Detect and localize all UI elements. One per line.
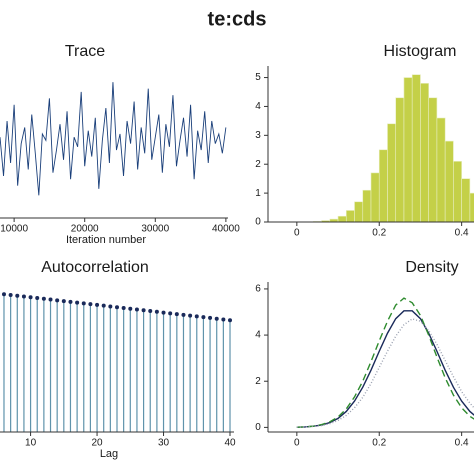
plot-area <box>296 297 474 428</box>
bar <box>345 210 355 222</box>
stem-dot <box>81 301 86 306</box>
bar <box>387 123 397 222</box>
x-tick-label: 30 <box>158 438 170 449</box>
y-tick-label: 3 <box>255 130 261 141</box>
bar <box>362 189 372 222</box>
y-tick-label: 0 <box>255 422 261 433</box>
plot-area <box>0 82 227 196</box>
stem-dot <box>134 307 139 312</box>
stem-dot <box>1 292 6 297</box>
stem-dot <box>88 302 93 307</box>
stem-dot <box>174 312 179 317</box>
stem-dot <box>188 313 193 318</box>
stem-dot <box>68 299 73 304</box>
stem-dot <box>168 311 173 316</box>
panel-title: Density <box>405 259 458 276</box>
stem-dot <box>95 302 100 307</box>
x-axis-label: Iteration number <box>66 234 146 246</box>
stem-dot <box>181 312 186 317</box>
stem-dot <box>214 316 219 321</box>
stem-dot <box>141 308 146 313</box>
stem-dot <box>8 292 13 297</box>
stem-dot <box>61 299 66 304</box>
y-tick-label: 2 <box>255 376 261 387</box>
y-tick-label: 6 <box>255 284 261 295</box>
stem-dot <box>35 296 40 301</box>
line <box>296 297 474 428</box>
stem-dot <box>101 303 106 308</box>
x-tick-label: 0.2 <box>372 438 386 449</box>
x-tick-label: 0 <box>294 228 300 239</box>
panel-title: Histogram <box>384 43 457 60</box>
stem-dot <box>208 315 213 320</box>
stem-dot <box>201 315 206 320</box>
x-tick-label: 0.4 <box>455 438 469 449</box>
stem-dot <box>148 309 153 314</box>
bar <box>411 74 421 222</box>
x-tick-label: 40 <box>224 438 236 449</box>
stem-dot <box>115 305 119 310</box>
bar <box>453 161 462 222</box>
stem-dot <box>194 314 199 319</box>
bar <box>370 172 380 222</box>
bar <box>337 215 347 222</box>
line <box>296 318 474 428</box>
bar <box>469 192 474 222</box>
panel-title: Trace <box>65 43 105 60</box>
y-tick-label: 5 <box>255 72 261 83</box>
y-tick-label: 4 <box>255 101 261 112</box>
stem-dot <box>161 310 166 315</box>
y-tick-label: 1 <box>255 188 261 199</box>
x-tick-label: 10 <box>25 438 37 449</box>
line <box>0 82 227 196</box>
x-tick-label: 0.4 <box>455 228 469 239</box>
stem-dot <box>75 300 80 305</box>
x-tick-label: 40000 <box>212 224 240 235</box>
x-tick-label: 30000 <box>141 224 169 235</box>
bar <box>354 201 364 222</box>
stem-dot <box>55 298 60 303</box>
bar <box>444 140 454 222</box>
stem-dot <box>48 297 53 302</box>
bar <box>461 178 471 222</box>
y-tick-label: 4 <box>255 330 261 341</box>
stem-dot <box>28 295 33 300</box>
x-tick-label: 10000 <box>0 224 28 235</box>
stem-dot <box>121 305 126 310</box>
x-axis-label: Lag <box>100 448 118 460</box>
x-tick-label: 0 <box>294 438 300 449</box>
bar <box>428 97 438 222</box>
stem-dot <box>108 304 113 309</box>
stem-dot <box>15 293 20 298</box>
stem-dot <box>128 306 133 311</box>
line <box>296 310 474 428</box>
plot-area <box>1 292 233 432</box>
chart-title: te:cds <box>208 8 267 30</box>
stem-dot <box>21 294 26 299</box>
stem-dot <box>221 317 226 322</box>
stem-dot <box>41 296 46 301</box>
bar <box>420 83 429 222</box>
bar <box>436 117 446 222</box>
stem-dot <box>228 318 233 323</box>
x-tick-label: 20000 <box>71 224 99 235</box>
y-tick-label: 2 <box>255 159 261 170</box>
bar <box>403 77 413 222</box>
panel-title: Autocorrelation <box>41 259 149 276</box>
bar <box>378 149 388 222</box>
stem-dot <box>154 309 159 314</box>
y-tick-label: 0 <box>255 217 261 228</box>
bar <box>395 97 405 222</box>
x-tick-label: 0.2 <box>372 228 386 239</box>
x-tick-label: 20 <box>91 438 103 449</box>
